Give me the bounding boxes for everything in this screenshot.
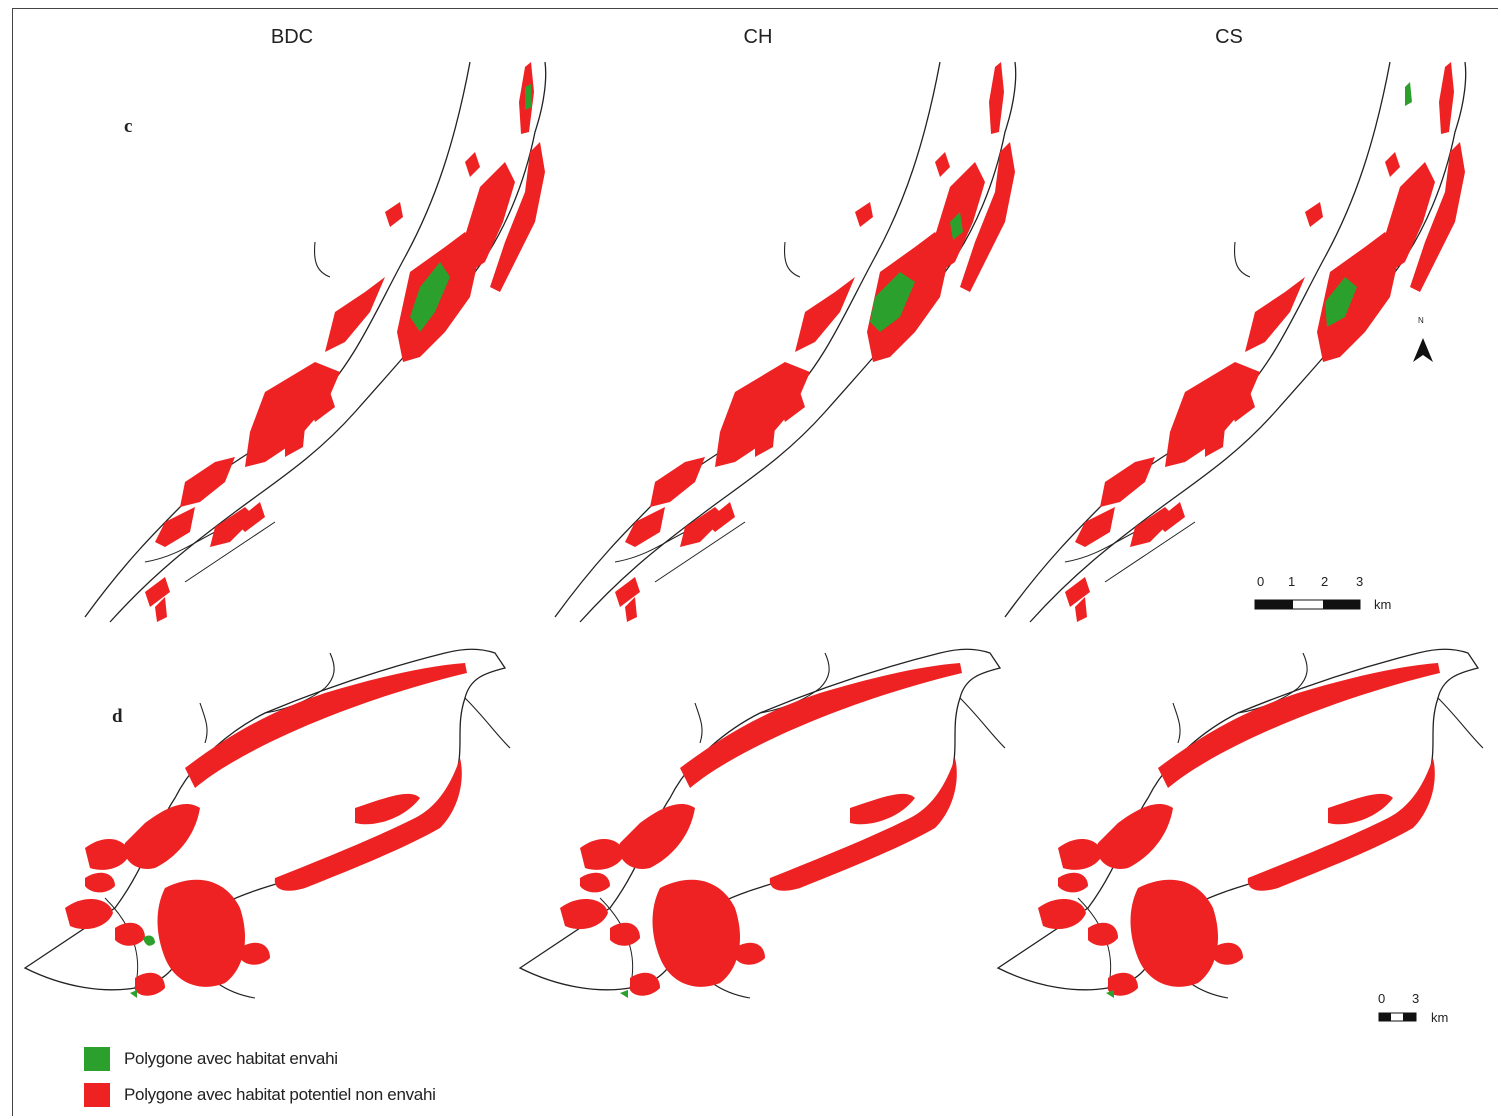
scale-c-tick-3: 3 <box>1356 574 1364 589</box>
map-c-cs <box>1004 61 1467 623</box>
invaded-patch-c-bdc-north <box>525 84 532 110</box>
column-title-bdc: BDC <box>270 26 314 48</box>
scale-d-tick-0: 0 <box>1378 991 1386 1006</box>
legend-label-potential: Polygone avec habitat potentiel non enva… <box>124 1085 436 1104</box>
invaded-patch-c-ch <box>870 272 915 332</box>
north-label: N <box>1418 316 1424 325</box>
invaded-patch-d-cs <box>1106 990 1114 998</box>
scale-d-unit: km <box>1431 1010 1449 1025</box>
scale-c-tick-0: 0 <box>1257 574 1265 589</box>
map-d-cs <box>997 648 1484 999</box>
map-c-bdc <box>84 61 547 623</box>
scale-bar-d <box>1378 1012 1417 1022</box>
column-title-cs: CS <box>1215 26 1243 48</box>
legend-item-potential: Polygone avec habitat potentiel non enva… <box>84 1082 436 1108</box>
scale-c-tick-1: 1 <box>1288 574 1296 589</box>
figure-frame <box>12 8 1498 1116</box>
invaded-patch-d-bdc <box>143 935 155 946</box>
column-title-ch: CH <box>743 26 773 48</box>
legend-swatch-invaded <box>84 1047 110 1071</box>
north-arrow-icon <box>1413 338 1433 362</box>
row-label-c: c <box>124 116 133 137</box>
legend-item-invaded: Polygone avec habitat envahi <box>84 1046 338 1072</box>
legend-label-invaded: Polygone avec habitat envahi <box>124 1049 338 1068</box>
invaded-patch-c-ch-2 <box>950 212 963 240</box>
scale-c-unit: km <box>1374 597 1392 612</box>
map-d-ch <box>519 648 1006 999</box>
invaded-patch-c-cs <box>1325 277 1357 327</box>
invaded-patch-c-bdc <box>410 262 450 332</box>
invaded-patch-d-ch <box>620 990 628 998</box>
invaded-patch-d-bdc-2 <box>130 990 137 998</box>
row-label-d: d <box>112 706 123 727</box>
invaded-patch-c-cs-north <box>1405 82 1412 106</box>
map-c-ch <box>554 61 1017 623</box>
legend-swatch-potential <box>84 1083 110 1107</box>
scale-d-tick-1: 3 <box>1412 991 1420 1006</box>
scale-c-tick-2: 2 <box>1321 574 1329 589</box>
scale-bar-c <box>1254 599 1361 610</box>
map-d-bdc <box>24 648 511 999</box>
